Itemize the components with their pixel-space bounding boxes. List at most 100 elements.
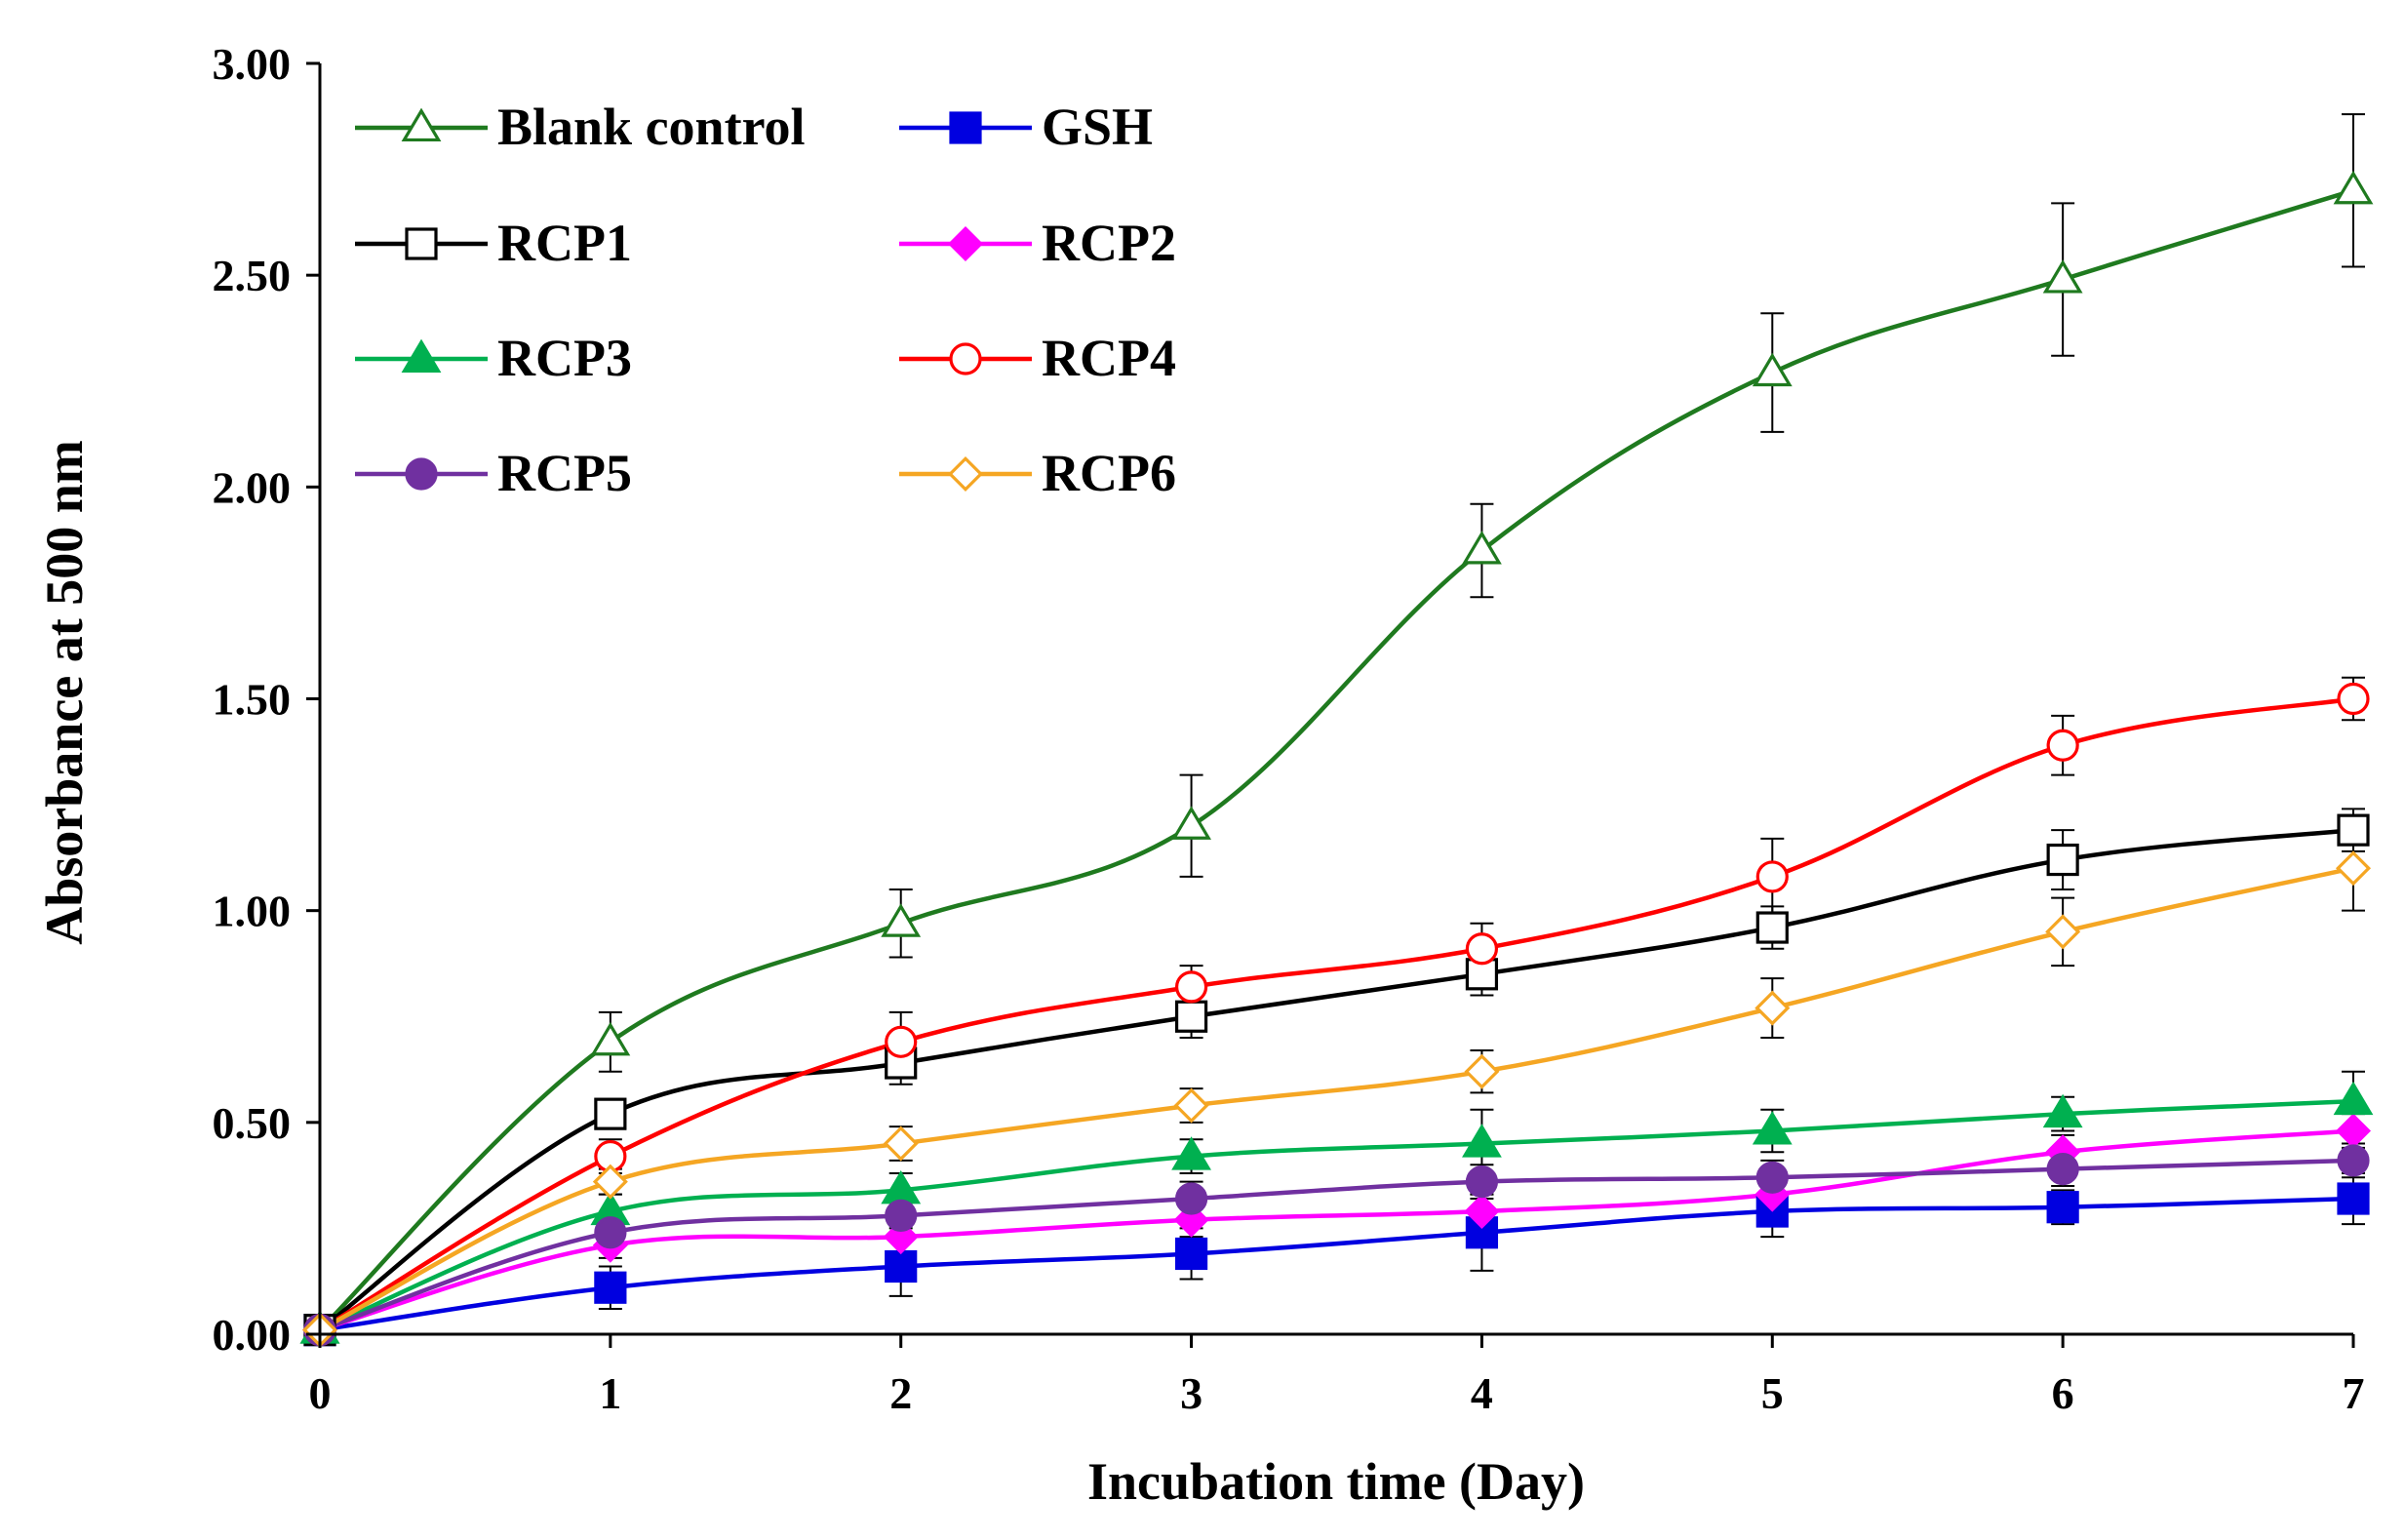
legend-marker-rcp6	[947, 455, 984, 493]
rcp6-point	[1173, 1087, 1209, 1124]
blank-control-point	[1752, 352, 1793, 387]
legend-label-rcp1: RCP1	[497, 214, 632, 272]
x-tick-label: 6	[2052, 1368, 2074, 1418]
legend-label-rcp6: RCP6	[1042, 444, 1176, 502]
series-lines-layer	[318, 188, 2354, 1332]
legend-label-blank-control: Blank control	[497, 98, 806, 156]
y-tick-label: 3.00	[213, 39, 292, 89]
rcp5-point	[1755, 1161, 1789, 1194]
rcp4-point	[885, 1025, 918, 1058]
rcp6-point	[883, 1125, 919, 1162]
rcp5-point	[1465, 1165, 1499, 1199]
rcp5-line	[319, 1158, 2354, 1332]
legend-marker-rcp2	[947, 225, 984, 262]
x-tick-label: 0	[309, 1368, 332, 1418]
gsh-point	[885, 1249, 918, 1283]
y-tick-label: 1.00	[213, 887, 292, 936]
legend-marker-gsh	[949, 111, 982, 144]
legend-item-rcp4: RCP4	[899, 329, 1176, 387]
rcp1-point	[2337, 813, 2370, 847]
rcp1-line	[318, 827, 2354, 1332]
x-ticks-layer: 0 1 2 3 4 5 6 7	[309, 1334, 2365, 1418]
rcp6-point	[2045, 914, 2081, 950]
legend-item-rcp3: RCP3	[355, 329, 632, 387]
gsh-point	[594, 1271, 627, 1304]
rcp5-point	[1174, 1182, 1208, 1215]
rcp5-point	[2337, 1144, 2370, 1177]
rcp2-point	[1464, 1194, 1500, 1230]
y-tick-label: 2.50	[213, 251, 292, 300]
y-tick-label: 1.50	[213, 675, 292, 725]
legend-label-rcp4: RCP4	[1042, 329, 1176, 387]
rcp6-point	[592, 1164, 628, 1200]
rcp1-point	[1174, 1000, 1208, 1033]
rcp1-point	[2046, 843, 2079, 877]
rcp6-point	[2335, 850, 2372, 887]
x-tick-label: 1	[599, 1368, 621, 1418]
gsh-point	[1174, 1237, 1208, 1271]
y-axis-title: Absorbance at 500 nm	[35, 440, 94, 945]
legend-item-rcp5: RCP5	[355, 444, 632, 502]
rcp2-point	[2335, 1113, 2372, 1149]
rcp6-point	[1754, 990, 1791, 1026]
x-tick-label: 2	[889, 1368, 912, 1418]
legend-marker-rcp3	[401, 338, 442, 374]
legend-item-rcp2: RCP2	[899, 214, 1176, 272]
rcp3-point	[1171, 1136, 1211, 1170]
gsh-line	[319, 1196, 2354, 1332]
legend-item-blank-control: Blank control	[355, 98, 806, 156]
rcp4-point	[1174, 970, 1208, 1004]
rcp5-point	[594, 1216, 627, 1249]
legend-item-rcp1: RCP1	[355, 214, 632, 272]
gsh-point	[2046, 1191, 2079, 1224]
blank-control-point	[1462, 531, 1502, 565]
y-tick-label: 0.00	[213, 1310, 292, 1360]
rcp1-point	[1755, 911, 1789, 944]
rcp4-point	[1755, 860, 1789, 893]
rcp4-point	[2337, 682, 2370, 716]
legend-marker-blank-control	[401, 107, 442, 142]
legend-label-gsh: GSH	[1042, 98, 1153, 156]
rcp3-point	[1752, 1111, 1793, 1145]
rcp3-line	[319, 1098, 2354, 1332]
legend-label-rcp2: RCP2	[1042, 214, 1176, 272]
blank-control-point	[590, 1021, 631, 1056]
gsh-point	[2337, 1182, 2370, 1215]
rcp6-line	[318, 866, 2354, 1332]
blank-control-point	[2333, 170, 2374, 205]
series-markers-layer	[299, 170, 2374, 1348]
rcp4-point	[2046, 729, 2079, 762]
legend-label-rcp3: RCP3	[497, 329, 632, 387]
blank-control-line	[318, 188, 2354, 1332]
legend-item-gsh: GSH	[899, 98, 1153, 156]
rcp2-line	[319, 1128, 2354, 1332]
y-ticks-layer: 0.00 0.50 1.00 1.50 2.00 2.50 3.00	[213, 39, 320, 1360]
legend-marker-rcp1	[405, 227, 438, 260]
y-tick-label: 0.50	[213, 1098, 292, 1148]
rcp4-point	[1465, 932, 1499, 966]
rcp5-point	[2046, 1153, 2079, 1186]
rcp4-line	[318, 696, 2354, 1332]
legend-item-rcp6: RCP6	[899, 444, 1176, 502]
y-tick-label: 2.00	[213, 462, 292, 512]
legend-label-rcp5: RCP5	[497, 444, 632, 502]
rcp3-point	[1462, 1124, 1502, 1158]
rcp3-point	[2042, 1093, 2083, 1128]
rcp6-point	[1464, 1053, 1500, 1089]
rcp1-point	[594, 1097, 627, 1130]
x-tick-label: 7	[2343, 1368, 2365, 1418]
legend: Blank control GSH RCP1 RCP2 RCP3 RCP4 RCP5 RCP6	[355, 98, 1176, 502]
rcp5-point	[885, 1199, 918, 1232]
blank-control-point	[2042, 259, 2083, 294]
legend-marker-rcp4	[949, 342, 982, 375]
x-axis-title: Incubation time (Day)	[1087, 1452, 1585, 1511]
blank-control-point	[1171, 806, 1211, 840]
legend-marker-rcp5	[405, 457, 438, 491]
x-tick-label: 4	[1471, 1368, 1493, 1418]
rcp3-point	[2333, 1081, 2374, 1116]
blank-control-point	[881, 903, 922, 937]
x-tick-label: 3	[1180, 1368, 1202, 1418]
x-tick-label: 5	[1761, 1368, 1784, 1418]
